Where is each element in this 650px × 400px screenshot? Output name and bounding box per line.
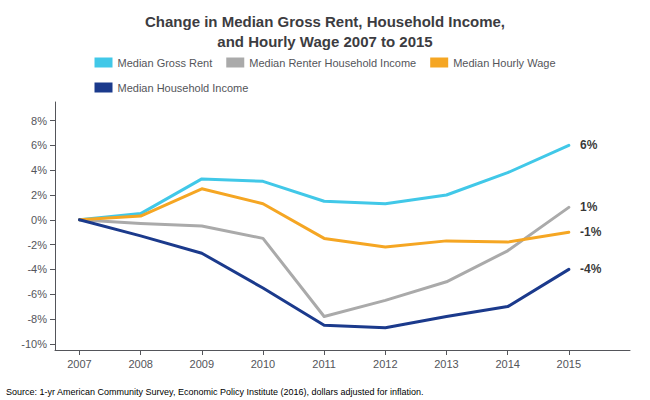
svg-text:-2%: -2% — [27, 239, 47, 251]
svg-text:Source: 1-yr American Communit: Source: 1-yr American Community Survey, … — [6, 387, 424, 397]
svg-text:and Hourly Wage 2007 to 2015: and Hourly Wage 2007 to 2015 — [217, 33, 432, 50]
svg-text:2012: 2012 — [373, 358, 397, 370]
svg-text:-6%: -6% — [27, 288, 47, 300]
svg-text:Median Household Income: Median Household Income — [118, 82, 249, 94]
svg-text:6%: 6% — [580, 138, 598, 152]
svg-text:-4%: -4% — [27, 263, 47, 275]
svg-text:4%: 4% — [31, 164, 47, 176]
svg-text:1%: 1% — [580, 200, 598, 214]
svg-text:2013: 2013 — [434, 358, 458, 370]
svg-text:Median Hourly Wage: Median Hourly Wage — [453, 57, 555, 69]
svg-text:-1%: -1% — [580, 225, 602, 239]
svg-text:-8%: -8% — [27, 313, 47, 325]
svg-text:2010: 2010 — [251, 358, 275, 370]
svg-text:-10%: -10% — [21, 338, 47, 350]
svg-text:2014: 2014 — [495, 358, 519, 370]
svg-text:2%: 2% — [31, 189, 47, 201]
svg-text:0%: 0% — [31, 214, 47, 226]
svg-text:-4%: -4% — [580, 262, 602, 276]
svg-text:6%: 6% — [31, 139, 47, 151]
svg-text:2015: 2015 — [557, 358, 581, 370]
svg-text:2009: 2009 — [190, 358, 214, 370]
svg-text:Median Renter Household Income: Median Renter Household Income — [249, 57, 416, 69]
svg-text:Change in Median Gross Rent, H: Change in Median Gross Rent, Household I… — [145, 13, 505, 30]
svg-text:2007: 2007 — [67, 358, 91, 370]
svg-text:2011: 2011 — [312, 358, 336, 370]
svg-text:2008: 2008 — [128, 358, 152, 370]
svg-text:Median Gross Rent: Median Gross Rent — [118, 57, 213, 69]
svg-text:8%: 8% — [31, 115, 47, 127]
